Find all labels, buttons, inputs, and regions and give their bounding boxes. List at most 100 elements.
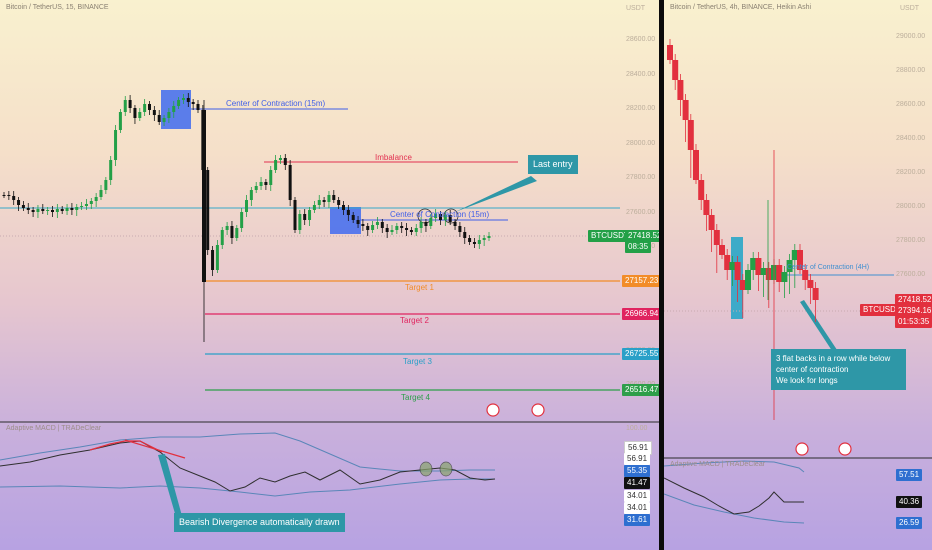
candle xyxy=(317,200,321,205)
candle xyxy=(303,214,307,220)
candle xyxy=(409,230,413,232)
candle xyxy=(781,272,788,282)
candle xyxy=(698,180,705,200)
candle xyxy=(249,190,253,200)
candle xyxy=(196,104,200,110)
right-ind-value-2: 40.36 xyxy=(896,496,923,508)
flat-backs-callout[interactable]: 3 flat backs in a row while below center… xyxy=(771,349,906,390)
right-chart-title: Bitcoin / TetherUS, 4h, BINANCE, Heikin … xyxy=(670,4,812,11)
price-tick: 28600.00 xyxy=(896,101,926,108)
price-tick: 28600.00 xyxy=(626,36,656,43)
candle xyxy=(342,205,345,210)
candle xyxy=(269,170,273,185)
candle xyxy=(283,158,287,165)
price-tick: 29000.00 xyxy=(896,33,926,40)
candle xyxy=(729,262,736,270)
symbol-tag: BTCUSDT xyxy=(588,230,632,242)
candle xyxy=(687,120,694,150)
candle xyxy=(65,208,69,211)
ind-value-2: 56.91 xyxy=(624,453,651,465)
candle xyxy=(458,226,462,232)
candle xyxy=(429,218,433,226)
candle xyxy=(240,212,244,228)
candle xyxy=(133,108,137,118)
candle xyxy=(152,110,156,115)
candle xyxy=(2,195,6,196)
candle xyxy=(693,150,699,180)
left-price-chart[interactable] xyxy=(0,0,659,550)
price-tick: 27800.00 xyxy=(626,174,656,181)
candle xyxy=(419,222,423,228)
candle xyxy=(104,180,108,190)
candle xyxy=(7,195,11,196)
pane-divider[interactable] xyxy=(659,0,664,550)
left-chart-title: Bitcoin / TetherUS, 15, BINANCE xyxy=(6,4,109,11)
ind-value-7: 31.61 xyxy=(624,514,651,526)
left-chart-pane[interactable]: Bitcoin / TetherUS, 15, BINANCE USDT xyxy=(0,0,665,550)
right-chart-pane[interactable]: Bitcoin / TetherUS, 4h, BINANCE, Heikin … xyxy=(664,0,932,550)
candle xyxy=(385,228,389,232)
candle xyxy=(390,230,394,232)
candle xyxy=(36,209,40,212)
right-axis-currency: USDT xyxy=(900,5,920,12)
candle xyxy=(703,200,710,215)
candle xyxy=(356,220,360,224)
candle xyxy=(123,100,127,112)
candle xyxy=(172,106,176,112)
imbalance-label: Imbalance xyxy=(375,153,412,162)
candle xyxy=(414,228,418,232)
last-entry-callout[interactable]: Last entry xyxy=(528,155,578,174)
candle xyxy=(293,200,297,230)
price-tick: 28400.00 xyxy=(626,70,656,78)
candle xyxy=(70,208,74,210)
candle xyxy=(371,225,375,230)
candle xyxy=(719,245,725,255)
candle xyxy=(312,205,316,210)
candle xyxy=(75,207,79,210)
target4-price: 26516.47 xyxy=(622,384,662,396)
target3-label: Target 3 xyxy=(403,357,432,366)
target2-price: 26966.94 xyxy=(622,308,662,320)
us-flag-icon xyxy=(531,403,545,417)
candle xyxy=(443,215,447,220)
candle xyxy=(708,215,715,230)
right-event-icon xyxy=(795,442,809,456)
candle xyxy=(739,280,746,290)
candle xyxy=(51,210,54,212)
divergence-callout[interactable]: Bearish Divergence automatically drawn xyxy=(174,513,345,532)
target1-price: 27157.23 xyxy=(622,275,662,287)
candle xyxy=(776,265,783,282)
right-symbol-tag: BTCUSDT xyxy=(860,304,904,316)
candle xyxy=(448,215,452,222)
price-tick: 28400.00 xyxy=(896,135,926,142)
callout-line-3: We look for longs xyxy=(776,376,838,385)
center-contraction-4h-label: Center of Contraction (4H) xyxy=(787,264,870,271)
candle xyxy=(21,205,25,208)
right-candles xyxy=(667,39,819,420)
candle xyxy=(667,45,673,60)
right-flag-icon xyxy=(838,442,852,456)
candle xyxy=(400,226,404,228)
candle xyxy=(308,210,312,220)
candle xyxy=(84,204,88,206)
target3-price: 26725.55 xyxy=(622,348,662,360)
candle xyxy=(332,195,336,200)
price-tick: 28200.00 xyxy=(626,105,656,112)
candle xyxy=(157,115,161,122)
ind-value-3: 55.35 xyxy=(624,465,651,477)
candle xyxy=(259,182,263,186)
price-tick: 28200.00 xyxy=(896,169,926,176)
candle xyxy=(206,170,210,250)
candle xyxy=(346,210,350,215)
candle xyxy=(786,260,793,272)
candle xyxy=(468,238,472,242)
candle xyxy=(366,226,370,230)
right-ind-value-3: 26.59 xyxy=(896,517,923,529)
callout-line-1: 3 flat backs in a row while below xyxy=(776,354,891,363)
right-second-price: 27394.16 xyxy=(895,305,932,317)
price-tick: 27800.00 xyxy=(896,237,926,244)
candle xyxy=(487,236,491,238)
candle xyxy=(472,242,476,244)
candle xyxy=(380,222,384,228)
target1-label: Target 1 xyxy=(405,283,434,292)
